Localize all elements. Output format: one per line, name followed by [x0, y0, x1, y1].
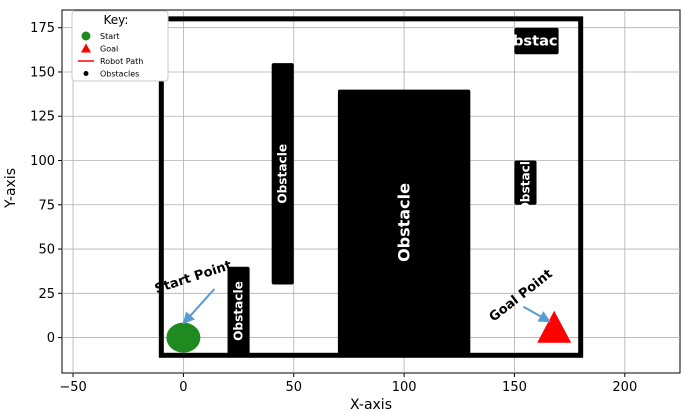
legend-label: Obstacles [100, 70, 139, 79]
legend-swatch-goal [81, 43, 91, 53]
obstacle [514, 27, 559, 55]
y-tick-label: 175 [30, 21, 55, 36]
y-tick-label: 75 [38, 198, 55, 213]
obstacle [514, 160, 537, 205]
x-tick-label: 150 [502, 380, 527, 395]
y-tick-label: 125 [30, 110, 55, 125]
start-marker [166, 322, 201, 353]
obstacle [227, 266, 250, 356]
obstacle-label: Obstacle [519, 153, 533, 213]
y-tick-label: 100 [30, 154, 55, 169]
obstacle-label: Obstacle [395, 183, 414, 262]
legend-swatch-start [81, 31, 91, 41]
y-tick-label: 150 [30, 65, 55, 80]
legend-label: Goal [100, 45, 118, 54]
annotation-label: Goal Point [487, 267, 556, 325]
annotation-label: Start Point [153, 258, 234, 297]
legend-title: Key: [104, 13, 129, 27]
y-tick-label: 50 [38, 243, 55, 258]
x-tick-label: 200 [612, 380, 637, 395]
legend-box [71, 10, 169, 82]
plot-marks: Obstacle Obstacle Obstacle Obstacle Obstacle… [153, 16, 584, 358]
obstacle [271, 63, 294, 285]
annotation-arrow [182, 288, 216, 325]
annotation-arrow [522, 305, 551, 323]
goal-marker [537, 310, 572, 343]
legend-label: Robot Path [100, 57, 143, 66]
axis-ticks: −50 0 50 100 150 200 0 25 50 75 100 125 150 175 [30, 21, 637, 395]
x-tick-label: 0 [179, 380, 187, 395]
obstacle-label: Obstacle [501, 32, 573, 49]
y-tick-label: 0 [47, 331, 55, 346]
y-tick-label: 25 [38, 287, 55, 302]
boundary-wall [158, 16, 584, 358]
legend-label: Start [100, 32, 120, 41]
y-axis-label: Y-axis [3, 168, 19, 209]
x-axis-label: X-axis [350, 397, 392, 412]
obstacle-label: Obstacle [276, 144, 290, 204]
legend: Key: Start Goal Robot Path Obstacles [71, 10, 169, 82]
x-tick-label: −50 [59, 380, 86, 395]
obstacle [337, 89, 471, 356]
legend-swatch-obstacles [83, 71, 89, 76]
x-tick-label: 50 [285, 380, 302, 395]
obstacle-label: Obstacle [232, 281, 246, 341]
axes-frame [61, 9, 681, 374]
x-tick-label: 100 [392, 380, 417, 395]
